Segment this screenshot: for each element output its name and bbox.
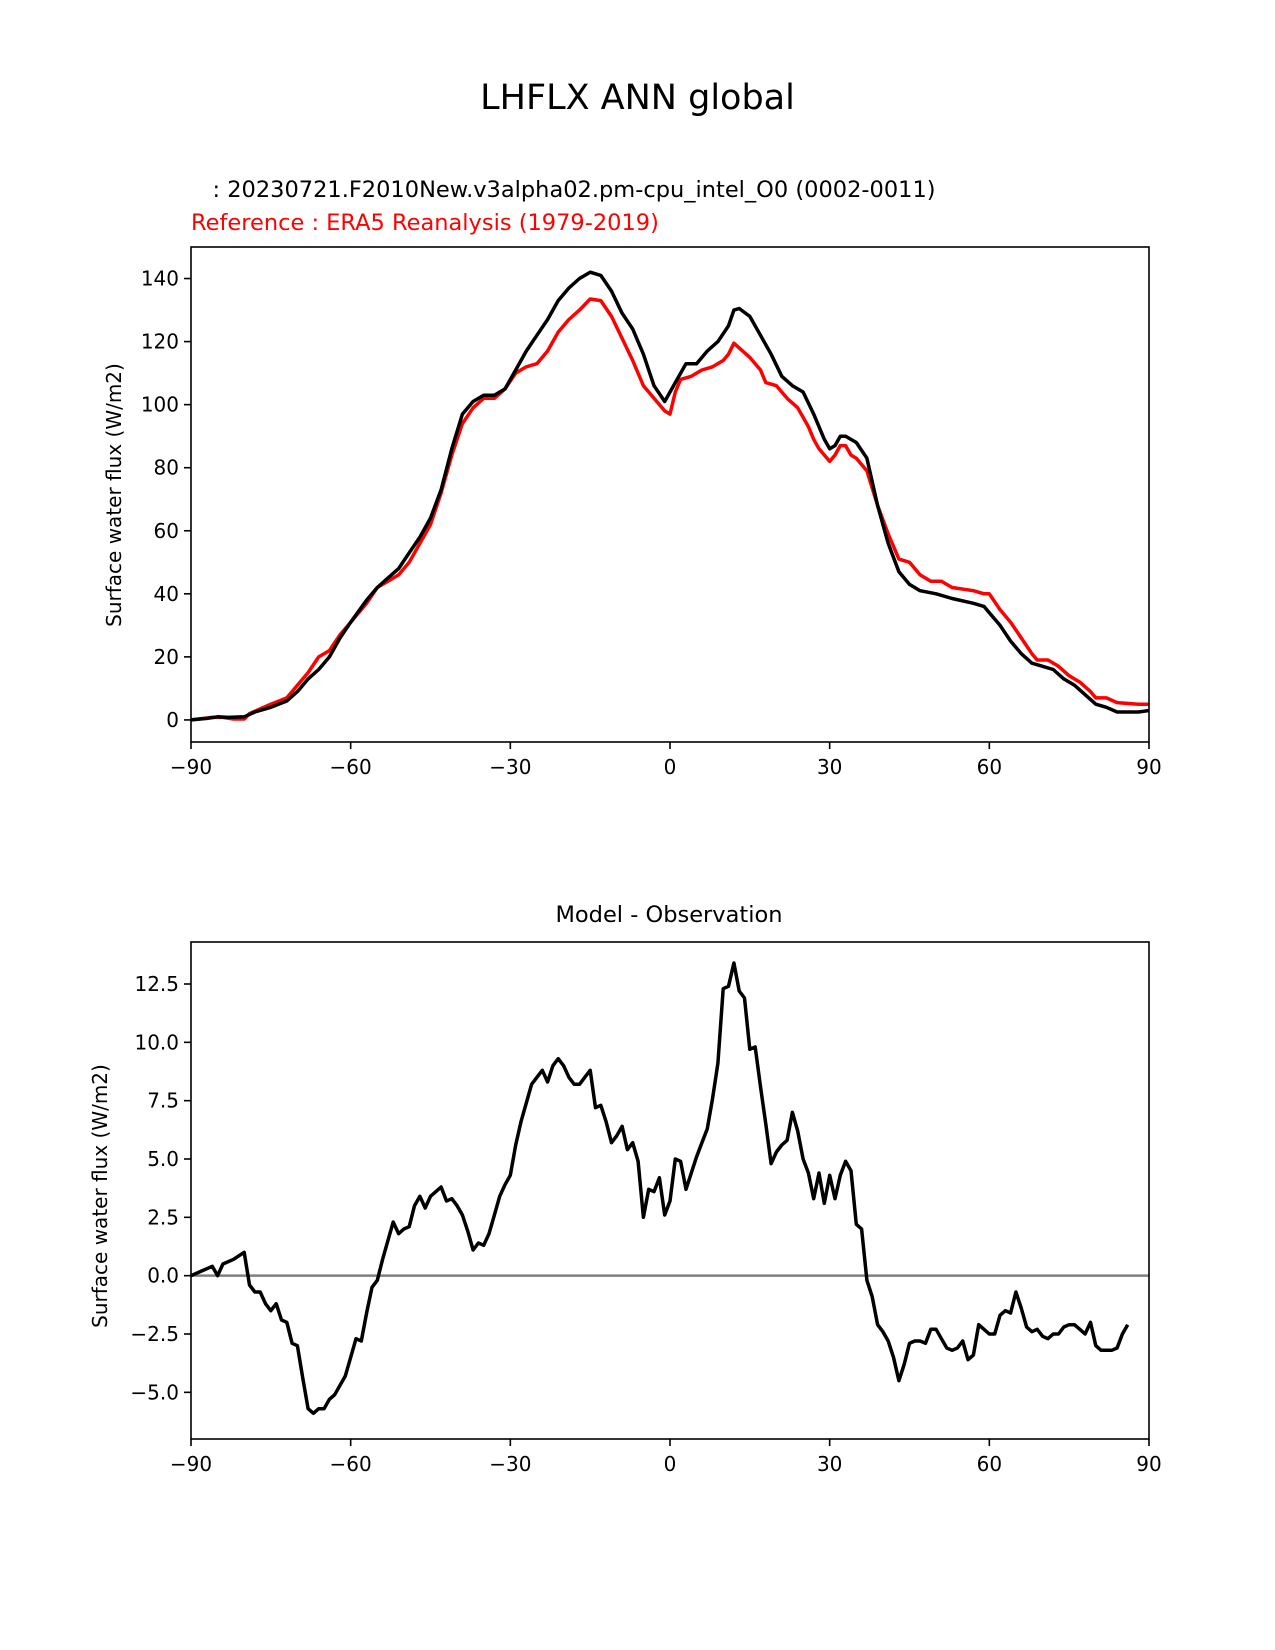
- x-tick-label: 30: [817, 1452, 842, 1476]
- y-tick-label: 10.0: [134, 1030, 179, 1054]
- y-axis-label: Surface water flux (W/m2): [102, 363, 126, 627]
- y-tick-label: 2.5: [147, 1205, 179, 1229]
- y-tick-label: 0.0: [147, 1264, 179, 1288]
- bottom-panel: Model - Observation Surface water flux (…: [88, 902, 1162, 1476]
- x-tick-label: −60: [330, 1452, 372, 1476]
- x-tick-label: −90: [170, 755, 212, 779]
- y-tick-label: −2.5: [130, 1322, 179, 1346]
- series-line-1: [190, 270, 1150, 722]
- series-line-0: [190, 961, 1130, 1416]
- y-tick-label: 5.0: [147, 1147, 179, 1171]
- y-tick-label: 140: [141, 267, 179, 291]
- y-tick-label: 0: [166, 708, 179, 732]
- x-tick-label: 0: [664, 1452, 677, 1476]
- subplot-title: Model - Observation: [556, 902, 783, 928]
- plot-area: −90 −60 −30 0 30 60 90 −5.0 −2.5 0.0 2.5 5.0 7.5 10.0…: [130, 941, 1162, 1476]
- y-tick-label: 12.5: [134, 972, 179, 996]
- y-tick-label: 20: [154, 645, 179, 669]
- x-tick-label: −60: [330, 755, 372, 779]
- x-tick-label: 90: [1136, 755, 1161, 779]
- x-tick-label: −30: [489, 755, 531, 779]
- x-tick-label: −90: [170, 1452, 212, 1476]
- x-tick-label: 60: [977, 1452, 1002, 1476]
- y-axis-label: Surface water flux (W/m2): [88, 1064, 112, 1328]
- top-panel: : 20230721.F2010New.v3alpha02.pm-cpu_int…: [102, 177, 1162, 779]
- x-tick-label: −30: [489, 1452, 531, 1476]
- plot-area: −90 −60 −30 0 30 60 90 0 20 40 60 80 100 120 140: [141, 246, 1162, 779]
- y-tick-label: −5.0: [130, 1380, 179, 1404]
- x-tick-label: 0: [664, 755, 677, 779]
- axes-frame: [190, 246, 1150, 743]
- y-tick-label: 80: [154, 456, 179, 480]
- y-tick-label: 120: [141, 330, 179, 354]
- x-tick-label: 60: [977, 755, 1002, 779]
- y-tick-label: 7.5: [147, 1089, 179, 1113]
- test-label: : 20230721.F2010New.v3alpha02.pm-cpu_int…: [191, 177, 936, 203]
- figure-title: LHFLX ANN global: [480, 78, 795, 118]
- y-tick-label: 60: [154, 519, 179, 543]
- x-tick-label: 90: [1136, 1452, 1161, 1476]
- reference-label: Reference : ERA5 Reanalysis (1979-2019): [191, 210, 659, 236]
- x-tick-label: 30: [817, 755, 842, 779]
- y-tick-label: 40: [154, 582, 179, 606]
- y-tick-label: 100: [141, 393, 179, 417]
- series-line-0: [190, 297, 1149, 722]
